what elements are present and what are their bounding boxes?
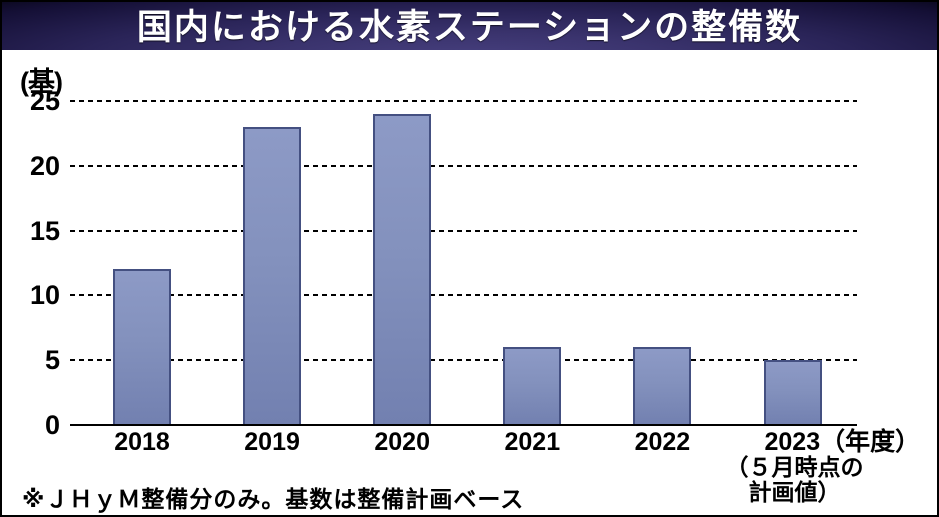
- x-label-2022: 2022: [634, 428, 691, 456]
- bar-2019: [243, 127, 302, 425]
- footnote: ※ＪＨｙＭ整備分のみ。基数は整備計画ベース: [22, 486, 525, 512]
- x-axis-line: [70, 424, 857, 426]
- y-tick-label-0: 0: [44, 410, 60, 440]
- x-label-annotation-line-2: 計画値）: [748, 479, 841, 505]
- y-tick-label-10: 10: [29, 280, 60, 311]
- bar-2021: [503, 347, 562, 425]
- bar-2018: [113, 269, 171, 425]
- bar-2020: [373, 114, 432, 425]
- gridline-10: [70, 294, 857, 297]
- bar-chart: (基) 0 5 10 15 20 25 2018 2019 2020 2021 2022 2023（…: [2, 50, 937, 515]
- x-label-2018: 2018: [114, 428, 170, 456]
- x-label-2023: 2023（年度）: [764, 428, 921, 456]
- page-title: 国内における水素ステーションの整備数: [136, 7, 803, 47]
- bar-2023: [763, 360, 822, 425]
- x-label-2020: 2020: [374, 428, 430, 456]
- gridline-5: [70, 359, 857, 362]
- x-label-2021: 2021: [504, 428, 561, 456]
- y-tick-label-5: 5: [44, 345, 60, 376]
- gridline-15: [70, 229, 857, 232]
- y-tick-label-15: 15: [29, 215, 60, 246]
- plot-area: [70, 100, 857, 426]
- x-label-2019: 2019: [244, 428, 300, 456]
- title-band: 国内における水素ステーションの整備数: [2, 2, 937, 50]
- gridline-20: [70, 164, 857, 167]
- y-tick-label-20: 20: [29, 150, 60, 181]
- gridline-25: [70, 100, 857, 102]
- x-label-annotation-line-1: （５月時点の: [725, 454, 864, 480]
- y-tick-label-25: 25: [29, 86, 60, 116]
- y-axis-unit-label: (基): [20, 67, 63, 97]
- bar-2022: [633, 347, 692, 425]
